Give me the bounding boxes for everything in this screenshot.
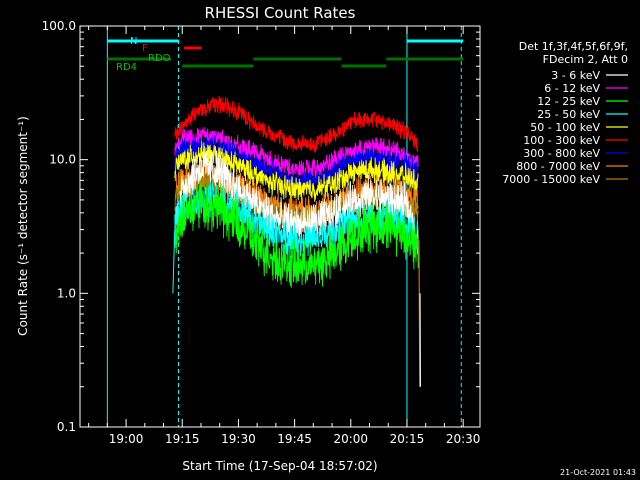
y-tick-label: 100.0 — [42, 19, 76, 33]
legend-entry-label: 7000 - 15000 keV — [502, 173, 600, 186]
plot-area: NF RD4 RDO — [106, 26, 464, 427]
legend-entry-label: 800 - 7000 keV — [516, 160, 600, 173]
legend-entry-label: 6 - 12 keV — [544, 82, 600, 95]
x-tick-label: 19:00 — [109, 432, 144, 446]
series-rise-edge — [172, 229, 176, 294]
legend-header-line-1: Det 1f,3f,4f,5f,6f,9f, — [519, 40, 628, 53]
legend-entry-label: 3 - 6 keV — [551, 69, 600, 82]
y-tick-label: 10.0 — [49, 153, 76, 167]
axes: 19:00 19:15 19:30 19:45 20:00 20:15 20:30 0.1 1.… — [42, 19, 481, 446]
series-line — [174, 182, 419, 288]
legend: Det 1f,3f,4f,5f,6f,9f, FDecim 2, Att 0 3… — [502, 40, 628, 186]
chart-title: RHESSI Count Rates — [205, 4, 356, 22]
interval-label: RD4 — [116, 62, 137, 73]
x-tick-label: 19:45 — [277, 432, 312, 446]
x-tick-label: 20:15 — [390, 432, 425, 446]
legend-entry-label: 12 - 25 keV — [537, 95, 600, 108]
interval-label: F — [142, 43, 148, 54]
y-tick-label: 1.0 — [57, 286, 76, 300]
x-axis-label: Start Time (17-Sep-04 18:57:02) — [182, 459, 377, 473]
series-line — [174, 141, 419, 204]
x-tick-label: 19:15 — [165, 432, 200, 446]
interval-label: N — [130, 36, 137, 47]
x-tick-label: 20:30 — [446, 432, 481, 446]
legend-entry-label: 100 - 300 keV — [523, 134, 600, 147]
y-tick-label: 0.1 — [57, 420, 76, 434]
x-tick-label: 19:30 — [221, 432, 256, 446]
y-axis-label: Count Rate (s⁻¹ detector segment⁻¹) — [16, 116, 30, 336]
legend-entry-label: 300 - 800 keV — [523, 147, 600, 160]
legend-header-line-2: FDecim 2, Att 0 — [543, 53, 628, 66]
series-line — [174, 95, 419, 153]
series-drop-edge — [418, 240, 421, 387]
x-tick-label: 20:00 — [333, 432, 368, 446]
legend-entry-label: 50 - 100 keV — [530, 121, 600, 134]
footer-timestamp: 21-Oct-2021 01:43 — [560, 468, 636, 477]
legend-entry-label: 25 - 50 keV — [537, 108, 600, 121]
series-line — [174, 127, 419, 180]
interval-label: RDO — [148, 53, 171, 64]
plot-frame — [79, 25, 481, 428]
